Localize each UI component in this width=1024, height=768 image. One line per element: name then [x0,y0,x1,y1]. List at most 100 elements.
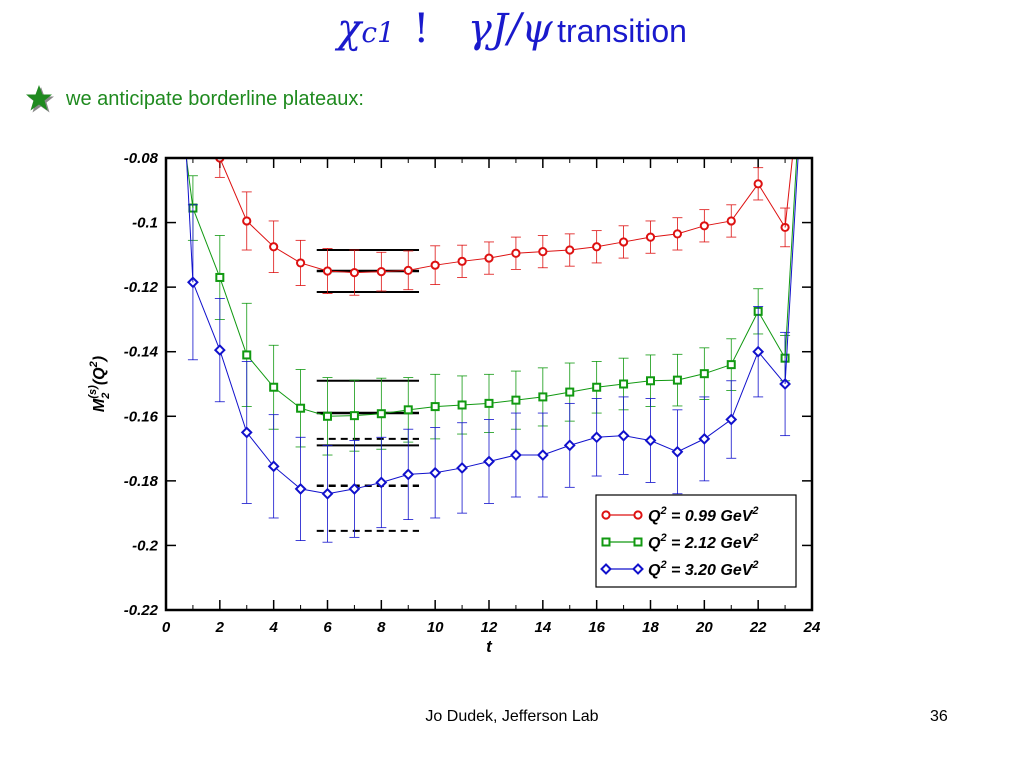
data-point [242,216,252,226]
y-axis-label: M2(s)(Q2) [87,356,112,412]
data-point [590,431,603,444]
data-point [563,439,576,452]
y-tick-label: -0.22 [124,602,159,619]
legend-marker [601,537,611,547]
data-point [484,398,494,408]
legend-marker [633,510,643,520]
data-point [618,237,629,247]
data-point [321,487,334,500]
title-arrow: ! [413,6,430,52]
y-tick-label: -0.08 [124,150,159,167]
star-bullet-icon [26,85,54,113]
data-point [538,247,548,257]
data-point [457,256,467,266]
data-point [403,265,413,275]
series-line [219,158,786,274]
x-tick-label: 24 [803,619,821,636]
legend-label: Q2 = 0.99 GeV2 [648,505,759,525]
x-tick-label: 10 [427,619,444,636]
plot-chart: 0 2 4 6 8 10 12 14 16 18 20 22 24-0.08-0.1-0.12-0.14… [87,150,821,656]
data-point [430,260,440,270]
data-point [646,376,655,386]
data-point [511,395,521,405]
data-point [617,429,630,442]
data-point [536,449,549,461]
data-point [726,216,736,226]
y-tick-label: -0.2 [132,537,159,554]
data-point [644,434,657,447]
data-point [671,445,684,458]
legend-marker [633,537,643,547]
data-point [699,221,709,231]
data-point [511,248,521,258]
data-point [538,392,548,402]
data-point [457,400,467,410]
data-point [296,403,306,413]
data-point [510,449,522,461]
x-tick-label: 0 [162,619,171,636]
y-tick-label: -0.14 [124,344,159,361]
title-subscript: c1 [361,16,395,49]
chart-series [185,158,799,543]
data-point [752,345,765,358]
x-tick-label: 22 [749,619,767,636]
data-point [753,179,763,189]
page-number: 36 [930,708,948,725]
y-tick-label: -0.18 [124,473,159,490]
data-point [672,229,683,239]
data-point [430,402,440,412]
data-point [565,245,575,255]
data-point [349,268,360,278]
data-point [215,272,225,282]
plateau-bands [316,249,420,532]
chart-labels: 0 2 4 6 8 10 12 14 16 18 20 22 24-0.08-0.1-0.12-0.14… [87,150,821,656]
legend-marker [632,563,644,575]
data-point [592,242,602,252]
data-point [619,379,629,389]
x-tick-label: 12 [481,619,498,636]
data-point [672,375,682,385]
data-point [294,483,307,495]
x-tick-label: 4 [268,619,278,636]
x-tick-label: 14 [534,619,551,636]
series-line-edge [784,158,799,385]
title-chi: χ [337,6,362,52]
x-tick-label: 18 [642,619,659,636]
data-point [483,455,495,468]
data-point [376,409,386,419]
title-word: transition [557,13,687,49]
x-tick-label: 2 [215,619,225,636]
data-point [376,267,386,277]
data-point [323,411,332,421]
data-point [403,405,413,415]
y-tick-label: -0.16 [124,408,159,425]
data-point [322,266,333,276]
data-point [484,253,494,263]
data-point [213,344,226,357]
data-point [348,483,361,495]
data-point [565,387,575,397]
x-tick-label: 6 [323,619,332,636]
legend-label: Q2 = 3.20 GeV2 [648,559,759,579]
data-point [592,382,602,392]
data-point [269,382,279,392]
data-point [375,476,388,489]
data-point [456,462,468,474]
footer-author: Jo Dudek, Jefferson Lab [425,708,599,725]
data-point [240,426,253,439]
y-tick-label: -0.12 [124,279,159,296]
bullet-item: we anticipate borderline plateaux: [24,84,364,114]
bullet-text: we anticipate borderline plateaux: [66,87,364,110]
data-point [699,369,709,379]
series-line-edge [186,158,194,283]
legend-box [595,494,797,588]
y-tick-label: -0.1 [132,215,158,232]
data-point [429,466,442,479]
legend-marker [601,510,611,520]
legend-marker [600,563,612,575]
plot-frame [164,156,814,612]
x-tick-label: 8 [377,619,386,636]
slide-title: χc1 ! γJ/ψ transition [0,6,1024,52]
series-line-edge [784,158,798,359]
x-tick-label: 20 [695,619,713,636]
